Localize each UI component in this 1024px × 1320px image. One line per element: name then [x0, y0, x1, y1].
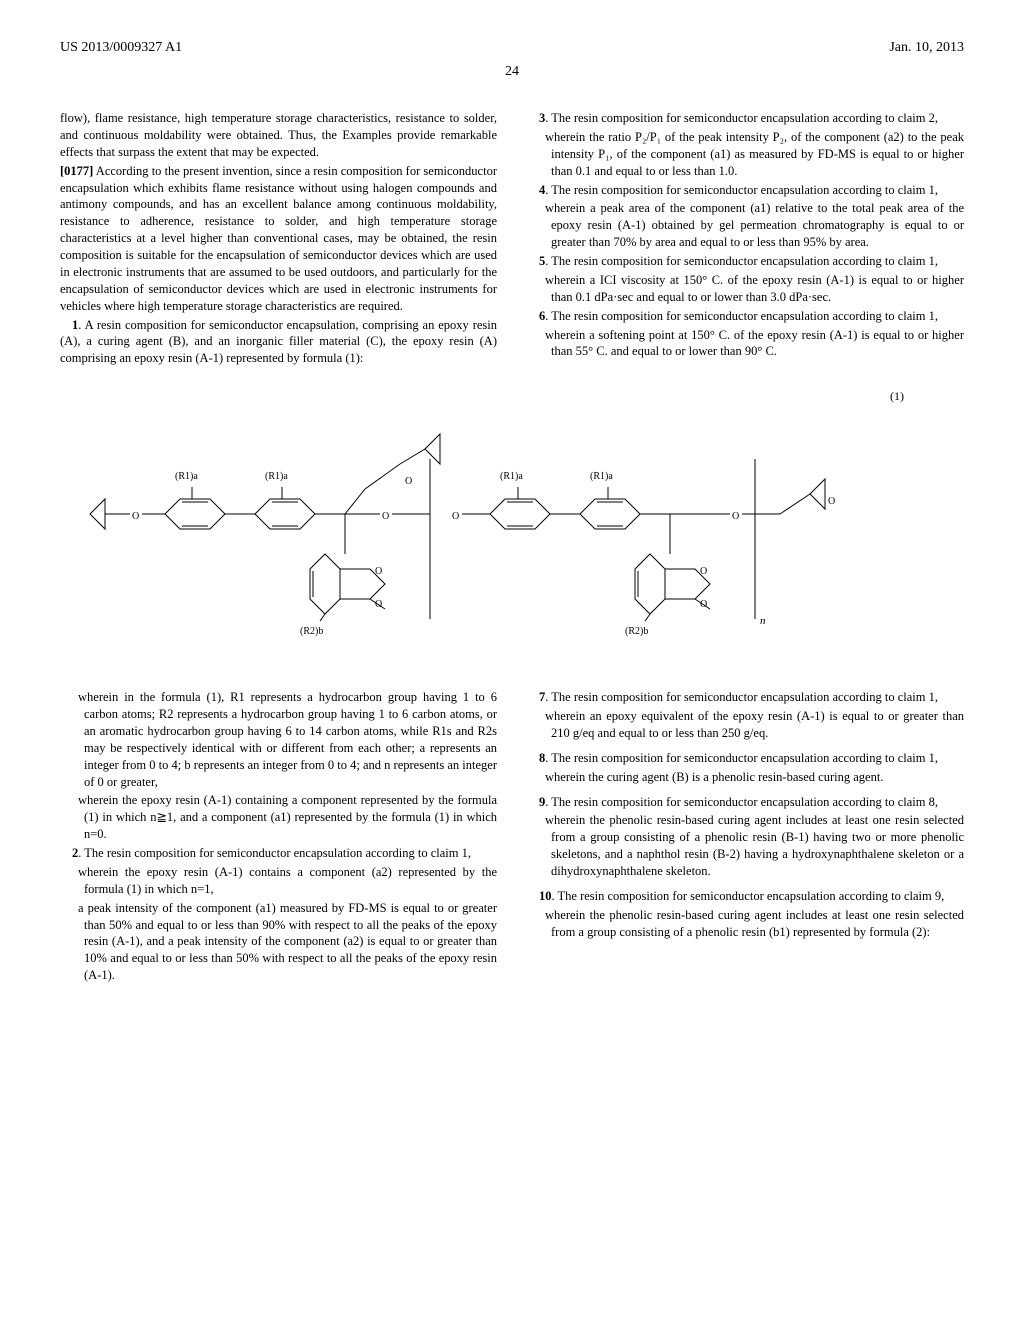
svg-text:O: O — [700, 566, 707, 577]
doc-number: US 2013/0009327 A1 — [60, 40, 182, 56]
claim-8-sub: wherein the curing agent (B) is a phenol… — [545, 769, 964, 786]
claim-4: 4. The resin composition for semiconduct… — [527, 182, 964, 199]
svg-text:O: O — [405, 476, 412, 487]
claim-2-sub2: a peak intensity of the component (a1) m… — [78, 900, 497, 984]
claim-5: 5. The resin composition for semiconduct… — [527, 253, 964, 270]
left-column-bottom: wherein in the formula (1), R1 represent… — [60, 689, 497, 986]
claim-1: 1. A resin composition for semiconductor… — [60, 317, 497, 368]
claim-6-text: . The resin composition for semiconducto… — [545, 309, 938, 323]
left-column-top: flow), flame resistance, high temperatur… — [60, 110, 497, 369]
claim-6: 6. The resin composition for semiconduct… — [527, 308, 964, 325]
claim-6-sub: wherein a softening point at 150° C. of … — [545, 327, 964, 361]
para-ref-0177: [0177] — [60, 164, 93, 178]
claim-9-sub: wherein the phenolic resin-based curing … — [545, 812, 964, 880]
page-header: US 2013/0009327 A1 Jan. 10, 2013 — [60, 40, 964, 56]
claim-4-sub: wherein a peak area of the component (a1… — [545, 200, 964, 251]
svg-text:O: O — [452, 511, 459, 522]
svg-text:O: O — [828, 496, 835, 507]
doc-date: Jan. 10, 2013 — [889, 40, 964, 56]
claim-2-text: . The resin composition for semiconducto… — [78, 846, 471, 860]
svg-text:(R1)a: (R1)a — [175, 471, 198, 482]
right-column-bottom: 7. The resin composition for semiconduct… — [527, 689, 964, 986]
right-column-top: 3. The resin composition for semiconduct… — [527, 110, 964, 369]
svg-text:O: O — [732, 511, 739, 522]
claim-8: 8. The resin composition for semiconduct… — [527, 750, 964, 767]
svg-text:(R1)a: (R1)a — [265, 471, 288, 482]
claim-7-sub: wherein an epoxy equivalent of the epoxy… — [545, 708, 964, 742]
claim-3-sub: wherein the ratio P₂/P₁ of the peak inte… — [545, 129, 964, 180]
claim-5-text: . The resin composition for semiconducto… — [545, 254, 938, 268]
claim-10: 10. The resin composition for semiconduc… — [527, 888, 964, 905]
claim-7: 7. The resin composition for semiconduct… — [527, 689, 964, 706]
bottom-columns: wherein in the formula (1), R1 represent… — [60, 689, 964, 986]
svg-text:(R2)b: (R2)b — [625, 626, 648, 637]
svg-text:(R1)a: (R1)a — [590, 471, 613, 482]
claim-8-text: . The resin composition for semiconducto… — [545, 751, 938, 765]
svg-text:O: O — [382, 511, 389, 522]
claim-10-num: 10 — [539, 889, 552, 903]
claim-9: 9. The resin composition for semiconduct… — [527, 794, 964, 811]
claim-3: 3. The resin composition for semiconduct… — [527, 110, 964, 127]
claim-3-text: . The resin composition for semiconducto… — [545, 111, 938, 125]
para-0177-text: According to the present invention, sinc… — [60, 164, 497, 313]
claim-4-text: . The resin composition for semiconducto… — [545, 183, 938, 197]
svg-text:O: O — [375, 566, 382, 577]
page-number: 24 — [60, 64, 964, 80]
svg-text:(R1)a: (R1)a — [500, 471, 523, 482]
formula-wherein-1: wherein in the formula (1), R1 represent… — [78, 689, 497, 790]
top-columns: flow), flame resistance, high temperatur… — [60, 110, 964, 369]
formula-label: (1) — [60, 389, 964, 404]
svg-text:(R2)b: (R2)b — [300, 626, 323, 637]
claim-2-sub1: wherein the epoxy resin (A-1) contains a… — [78, 864, 497, 898]
claim-1-text: . A resin composition for semiconductor … — [60, 318, 497, 366]
para-flow: flow), flame resistance, high temperatur… — [60, 110, 497, 161]
formula-wherein-2: wherein the epoxy resin (A-1) containing… — [78, 792, 497, 843]
claim-7-text: . The resin composition for semiconducto… — [545, 690, 938, 704]
para-0177: [0177] According to the present inventio… — [60, 163, 497, 315]
svg-text:O: O — [132, 511, 139, 522]
claim-2: 2. The resin composition for semiconduct… — [60, 845, 497, 862]
claim-10-text: . The resin composition for semiconducto… — [552, 889, 945, 903]
formula-section: (1) O (R1)a (R1)a — [60, 389, 964, 669]
claim-5-sub: wherein a ICI viscosity at 150° C. of th… — [545, 272, 964, 306]
claim-10-sub: wherein the phenolic resin-based curing … — [545, 907, 964, 941]
claim-9-text: . The resin composition for semiconducto… — [545, 795, 938, 809]
svg-text:n: n — [760, 615, 766, 627]
chemical-formula: O (R1)a (R1)a — [60, 409, 964, 669]
formula-svg: O (R1)a (R1)a — [60, 409, 960, 669]
